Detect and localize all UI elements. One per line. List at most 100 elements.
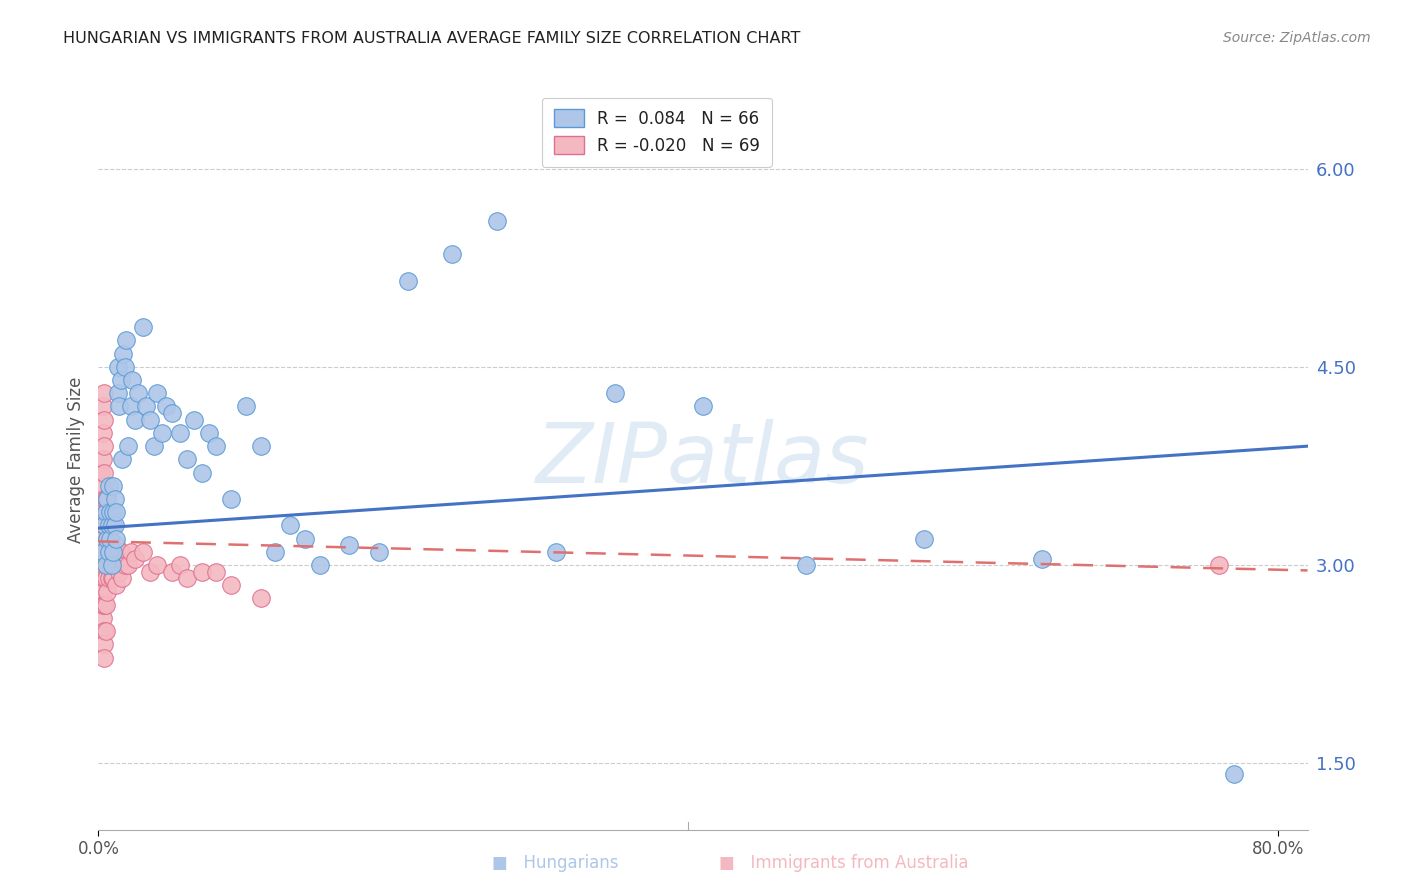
Point <box>104 518 127 533</box>
Point <box>96 558 118 573</box>
Point <box>108 565 131 579</box>
Point <box>94 598 117 612</box>
Point <box>150 425 173 440</box>
Point <box>91 425 114 440</box>
Point <box>603 386 626 401</box>
Point <box>94 491 117 506</box>
Point <box>176 571 198 585</box>
Point <box>91 400 114 414</box>
Point <box>90 545 112 559</box>
Point <box>94 624 117 639</box>
Point <box>110 373 132 387</box>
Point <box>367 545 389 559</box>
Point <box>190 565 212 579</box>
Point <box>105 532 128 546</box>
Point <box>692 400 714 414</box>
Point <box>93 518 115 533</box>
Point <box>101 545 124 559</box>
Point <box>912 532 935 546</box>
Point <box>114 558 136 573</box>
Point <box>93 637 115 651</box>
Point <box>190 466 212 480</box>
Point <box>100 558 122 573</box>
Point <box>93 545 115 559</box>
Point <box>131 545 153 559</box>
Point <box>91 505 114 519</box>
Point <box>155 400 177 414</box>
Point <box>100 545 122 559</box>
Point <box>101 571 124 585</box>
Text: ■   Hungarians: ■ Hungarians <box>492 855 619 872</box>
Point <box>90 518 112 533</box>
Point <box>91 532 114 546</box>
Point <box>278 518 301 533</box>
Point <box>97 518 120 533</box>
Point <box>135 400 157 414</box>
Point <box>219 578 242 592</box>
Point <box>264 545 287 559</box>
Point <box>100 518 122 533</box>
Point <box>101 479 124 493</box>
Point <box>93 491 115 506</box>
Point <box>93 624 115 639</box>
Point <box>169 558 191 573</box>
Point <box>794 558 817 573</box>
Point <box>111 571 134 585</box>
Point <box>146 386 169 401</box>
Point <box>104 491 127 506</box>
Point <box>117 439 139 453</box>
Point <box>143 439 166 453</box>
Point <box>107 386 129 401</box>
Point <box>101 545 124 559</box>
Point <box>107 359 129 374</box>
Point <box>183 413 205 427</box>
Text: ■   Immigrants from Australia: ■ Immigrants from Australia <box>718 855 969 872</box>
Point <box>94 558 117 573</box>
Point <box>108 400 131 414</box>
Point <box>115 334 138 348</box>
Point <box>101 505 124 519</box>
Point <box>98 505 121 519</box>
Point <box>97 571 120 585</box>
Point <box>93 598 115 612</box>
Point <box>93 413 115 427</box>
Point <box>91 545 114 559</box>
Point <box>101 518 124 533</box>
Point <box>249 591 271 606</box>
Point <box>97 545 120 559</box>
Point <box>94 505 117 519</box>
Point <box>98 558 121 573</box>
Point <box>112 346 135 360</box>
Point <box>441 247 464 261</box>
Point <box>96 532 118 546</box>
Point <box>121 373 143 387</box>
Point <box>139 413 162 427</box>
Point <box>131 320 153 334</box>
Point <box>91 611 114 625</box>
Point <box>160 565 183 579</box>
Point <box>124 413 146 427</box>
Point <box>1208 558 1230 573</box>
Point <box>308 558 330 573</box>
Y-axis label: Average Family Size: Average Family Size <box>66 376 84 542</box>
Point <box>205 439 228 453</box>
Point <box>160 406 183 420</box>
Point <box>110 545 132 559</box>
Point <box>169 425 191 440</box>
Point <box>91 479 114 493</box>
Point <box>93 439 115 453</box>
Point <box>90 466 112 480</box>
Point <box>91 598 114 612</box>
Point <box>97 518 120 533</box>
Point <box>98 532 121 546</box>
Point <box>98 532 121 546</box>
Text: Source: ZipAtlas.com: Source: ZipAtlas.com <box>1223 31 1371 45</box>
Point <box>90 571 112 585</box>
Point <box>105 505 128 519</box>
Point <box>485 214 508 228</box>
Point <box>94 518 117 533</box>
Point <box>90 491 112 506</box>
Point <box>96 491 118 506</box>
Point <box>97 479 120 493</box>
Point <box>176 452 198 467</box>
